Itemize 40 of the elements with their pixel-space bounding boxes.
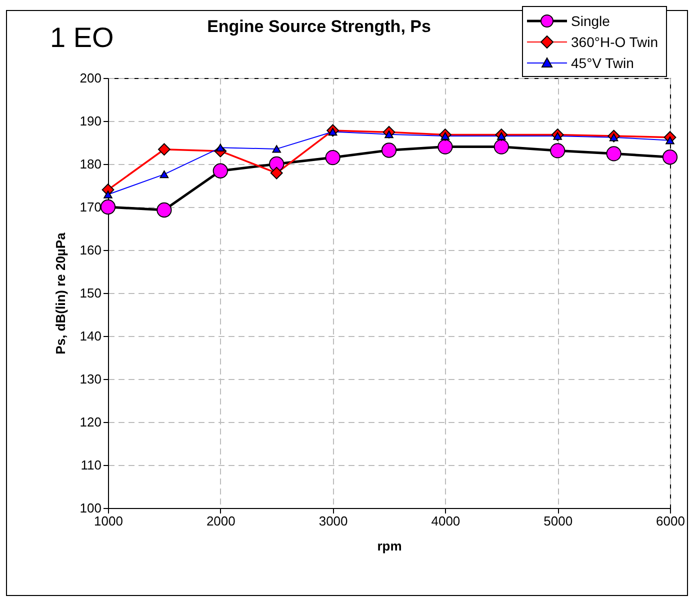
legend-label: 45°V Twin <box>571 54 634 70</box>
y-tick-label: 150 <box>80 286 102 300</box>
y-axis-title: Ps, dB(lin) re 20µPa <box>52 232 68 354</box>
point <box>270 166 283 180</box>
point <box>662 150 678 165</box>
y-tick-label: 180 <box>80 156 102 172</box>
point <box>104 190 112 198</box>
y-tick-label: 160 <box>80 242 102 258</box>
point <box>606 146 622 162</box>
x-axis-title: rpm <box>377 538 402 554</box>
point <box>100 199 116 215</box>
x-tick-label: 6000 <box>656 514 685 528</box>
point <box>156 202 172 218</box>
y-tick-label: 140 <box>80 328 102 344</box>
point <box>438 139 453 154</box>
point <box>272 145 281 153</box>
point <box>381 142 397 158</box>
text: 1 EO <box>50 22 114 54</box>
chart-title: Engine Source Strength, Ps <box>207 17 431 36</box>
y-tick-label: 110 <box>80 458 102 472</box>
point <box>212 163 228 178</box>
point <box>160 170 169 178</box>
y-tick-label: 130 <box>80 372 102 386</box>
y-tick-label: 190 <box>80 114 102 128</box>
legend-label: Single <box>571 12 610 28</box>
x-tick-label: 3000 <box>318 514 348 528</box>
point <box>494 139 509 154</box>
x-tick-label: 2000 <box>206 514 236 528</box>
x-tick-label: 1000 <box>94 514 123 528</box>
point <box>269 156 284 172</box>
x-tick-label: 5000 <box>544 514 573 528</box>
point <box>158 143 170 156</box>
y-tick-label: 120 <box>80 414 102 430</box>
legend-label: 360°H-O Twin <box>571 34 658 50</box>
y-tick-label: 100 <box>80 500 102 516</box>
y-tick-label: 170 <box>80 200 102 214</box>
point <box>550 143 566 158</box>
point <box>325 150 340 166</box>
y-tick-label: 200 <box>80 70 102 86</box>
x-tick-label: 4000 <box>431 514 460 528</box>
